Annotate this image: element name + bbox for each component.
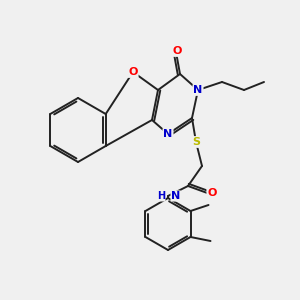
Text: S: S [192, 137, 200, 147]
Text: O: O [172, 46, 182, 56]
Text: N: N [194, 85, 202, 95]
Text: O: O [128, 67, 138, 77]
Text: O: O [207, 188, 217, 198]
Text: N: N [164, 129, 172, 139]
Text: N: N [171, 191, 180, 201]
Text: H: H [157, 191, 165, 201]
